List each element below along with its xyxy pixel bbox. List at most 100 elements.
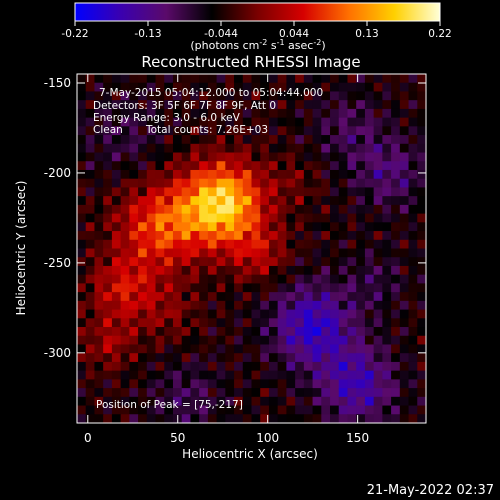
heatmap-cell — [190, 396, 200, 406]
heatmap-cell — [242, 335, 252, 345]
heatmap-cell — [172, 283, 183, 293]
heatmap-cell — [94, 335, 104, 345]
heatmap: 0 50 100 150-150-200-250-300 — [44, 73, 427, 445]
heatmap-cell — [399, 396, 409, 406]
heatmap-cell — [129, 100, 139, 110]
heatmap-cell — [277, 335, 287, 345]
heatmap-cell — [234, 126, 244, 136]
heatmap-cell — [164, 300, 174, 310]
heatmap-cell — [103, 265, 113, 276]
heatmap-cell — [120, 414, 130, 424]
heatmap-cell — [338, 396, 348, 406]
heatmap-cell — [216, 274, 226, 284]
heatmap-cell — [225, 361, 235, 372]
heatmap-cell — [120, 100, 130, 110]
heatmap-cell — [216, 292, 226, 302]
heatmap-cell — [373, 74, 383, 84]
heatmap-cell — [138, 283, 148, 293]
heatmap-cell — [373, 100, 383, 110]
heatmap-cell — [94, 239, 104, 249]
heatmap-cell — [251, 405, 261, 415]
heatmap-cell — [295, 309, 305, 319]
heatmap-cell — [181, 353, 191, 363]
heatmap-cell — [356, 300, 366, 310]
heatmap-cell — [364, 274, 375, 284]
heatmap-cell — [216, 396, 226, 406]
heatmap-cell — [103, 231, 113, 241]
heatmap-cell — [234, 405, 244, 415]
heatmap-cell — [356, 248, 366, 258]
heatmap-cell — [330, 300, 340, 310]
heatmap-cell — [181, 143, 191, 153]
heatmap-cell — [321, 239, 331, 249]
heatmap-cell — [199, 396, 209, 406]
heatmap-cell — [225, 327, 235, 337]
heatmap-cell — [190, 379, 200, 389]
heatmap-cell — [260, 318, 270, 328]
heatmap-cell — [164, 396, 174, 406]
heatmap-cell — [85, 143, 95, 153]
heatmap-cell — [103, 82, 113, 92]
heatmap-cell — [391, 283, 401, 293]
heatmap-cell — [242, 388, 252, 398]
heatmap-cell — [277, 169, 287, 180]
heatmap-cell — [268, 388, 279, 398]
heatmap-cell — [260, 265, 270, 276]
heatmap-cell — [164, 204, 174, 215]
heatmap-cell — [417, 82, 427, 92]
heatmap-cell — [260, 187, 270, 197]
heatmap-cell — [356, 414, 366, 424]
heatmap-cell — [330, 100, 340, 110]
heatmap-cell — [164, 91, 174, 101]
heatmap-cell — [417, 213, 427, 223]
heatmap-cell — [225, 82, 235, 92]
heatmap-cell — [103, 239, 113, 249]
heatmap-cell — [373, 178, 383, 188]
heatmap-cell — [330, 396, 340, 406]
heatmap-cell — [356, 405, 366, 415]
x-axis-label: Heliocentric X (arcsec) — [182, 447, 318, 461]
heatmap-cell — [312, 82, 322, 92]
heatmap-cell — [330, 309, 340, 319]
heatmap-cell — [199, 335, 209, 345]
heatmap-cell — [286, 178, 296, 188]
heatmap-cell — [408, 196, 418, 206]
heatmap-cell — [155, 265, 165, 276]
heatmap-cell — [268, 396, 279, 406]
heatmap-cell — [408, 108, 418, 119]
heatmap-cell — [408, 117, 418, 127]
heatmap-cell — [408, 344, 418, 354]
heatmap-cell — [146, 143, 156, 153]
heatmap-cell — [286, 100, 296, 110]
heatmap-cell — [181, 222, 191, 232]
heatmap-cells — [77, 74, 427, 424]
heatmap-cell — [347, 248, 357, 258]
heatmap-cell — [172, 178, 183, 188]
heatmap-cell — [190, 152, 200, 162]
heatmap-cell — [286, 414, 296, 424]
heatmap-cell — [85, 414, 95, 424]
heatmap-cell — [199, 388, 209, 398]
heatmap-cell — [207, 135, 218, 145]
heatmap-cell — [295, 353, 305, 363]
heatmap-cell — [120, 117, 130, 127]
heatmap-cell — [330, 292, 340, 302]
heatmap-cell — [338, 100, 348, 110]
heatmap-cell — [330, 344, 340, 354]
heatmap-cell — [286, 318, 296, 328]
heatmap-cell — [417, 178, 427, 188]
axis-ticks: 0 50 100 150-150-200-250-300 — [44, 74, 426, 445]
heatmap-cell — [190, 126, 200, 136]
heatmap-cell — [155, 161, 165, 171]
colorbar-tick-label: 0.044 — [279, 28, 309, 40]
heatmap-cell — [295, 344, 305, 354]
heatmap-cell — [268, 353, 279, 363]
heatmap-cell — [347, 292, 357, 302]
heatmap-cell — [138, 396, 148, 406]
heatmap-cell — [312, 265, 322, 276]
heatmap-cell — [207, 388, 218, 398]
heatmap-cell — [268, 82, 279, 92]
heatmap-cell — [338, 361, 348, 372]
heatmap-cell — [199, 344, 209, 354]
heatmap-cell — [190, 74, 200, 84]
